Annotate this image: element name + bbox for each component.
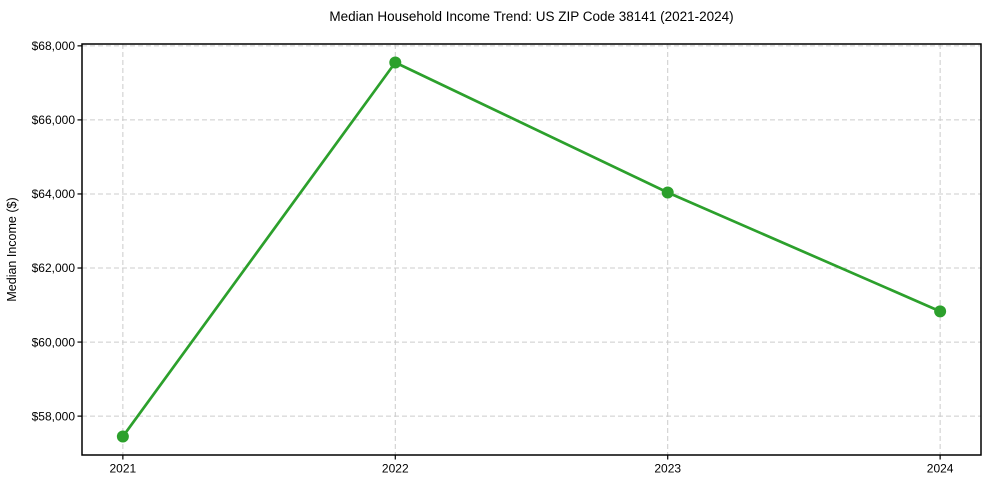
x-tick-label: 2022 [382, 462, 409, 476]
x-tick-label: 2023 [654, 462, 681, 476]
x-tick-label: 2021 [110, 462, 137, 476]
plot-frame [81, 43, 982, 456]
y-tick-label: $60,000 [32, 335, 76, 349]
y-tick-label: $64,000 [32, 187, 76, 201]
x-tick-label: 2024 [927, 462, 954, 476]
y-tick-label: $62,000 [32, 261, 76, 275]
y-axis-title: Median Income ($) [5, 197, 19, 301]
data-point-2024 [934, 305, 947, 318]
chart-title: Median Household Income Trend: US ZIP Co… [329, 9, 733, 24]
y-tick-label: $68,000 [32, 39, 76, 53]
data-point-2021 [116, 430, 129, 443]
data-point-2023 [661, 186, 674, 199]
y-tick-label: $58,000 [32, 409, 76, 423]
grid-lines [82, 44, 981, 455]
data-point-2022 [389, 56, 402, 69]
trend-line [121, 61, 942, 438]
axis-ticks: 2021 2022 2023 2024 $58,000 $60,000 $62,000 $64… [32, 39, 954, 475]
data-series [116, 56, 947, 443]
y-tick-label: $66,000 [32, 113, 76, 127]
